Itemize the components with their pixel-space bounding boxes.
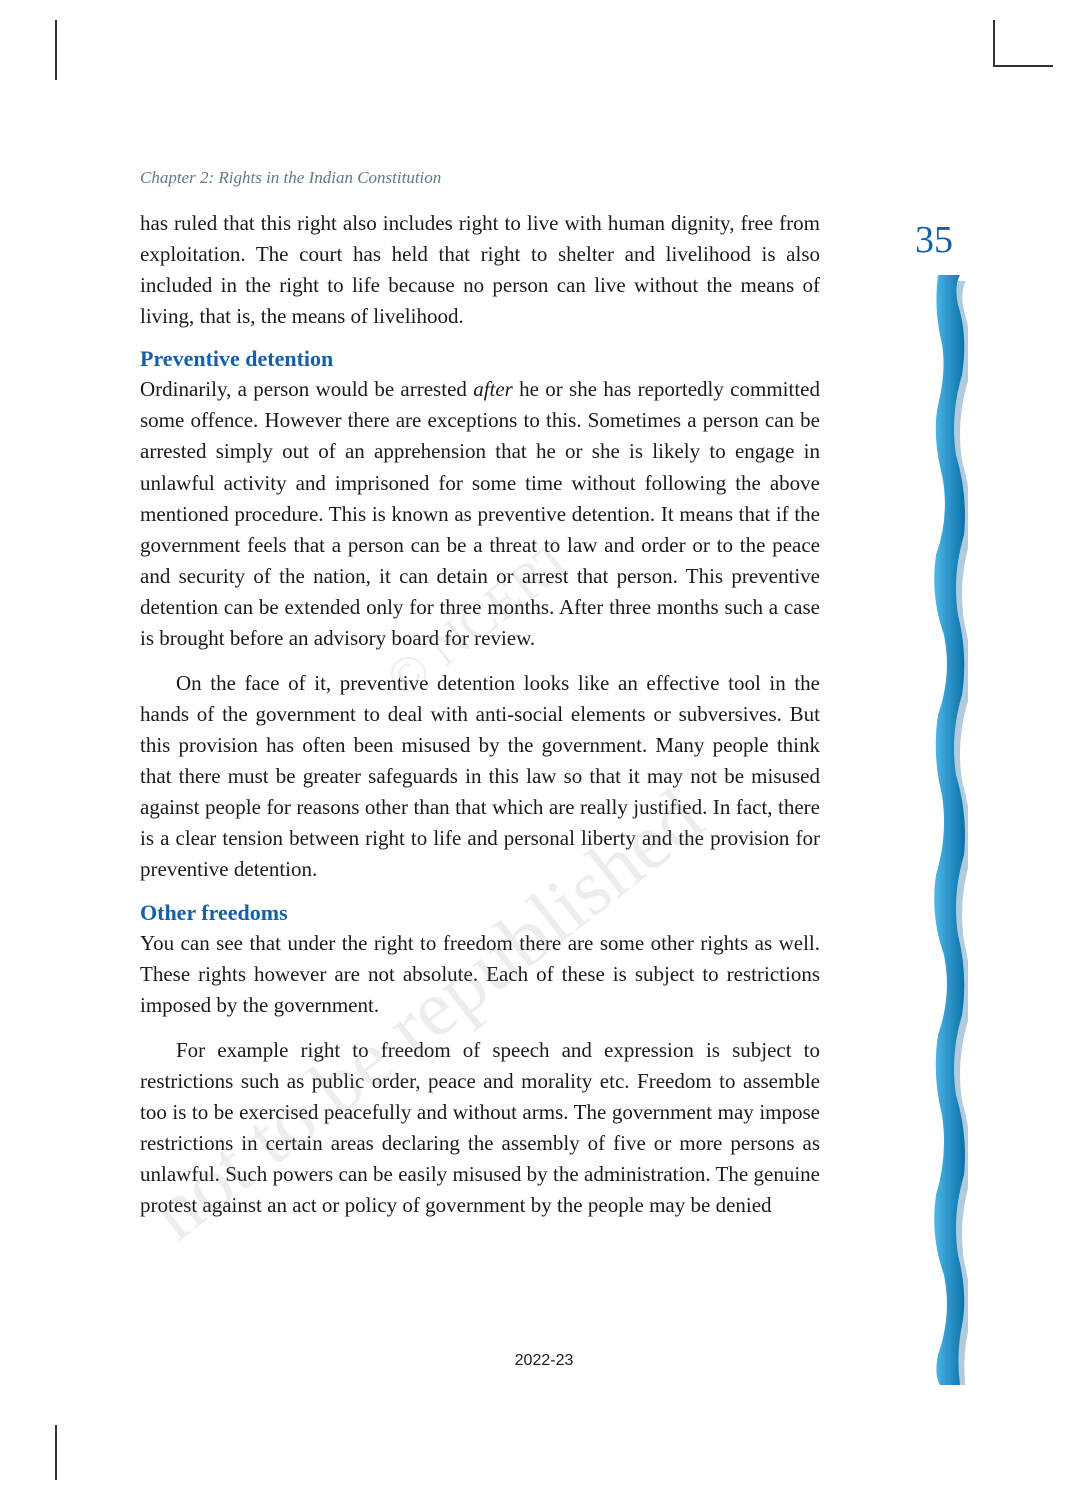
body-paragraph: For example right to freedom of speech a…	[140, 1035, 820, 1221]
footer-year: 2022-23	[0, 1352, 1088, 1370]
body-paragraph: You can see that under the right to free…	[140, 928, 820, 1021]
chapter-header: Chapter 2: Rights in the Indian Constitu…	[140, 168, 441, 188]
content-area: has ruled that this right also includes …	[140, 208, 820, 1235]
crop-mark	[55, 1425, 57, 1480]
crop-mark	[993, 20, 995, 65]
page-number: 35	[915, 218, 953, 262]
text-span: Ordinarily, a person would be arrested	[140, 377, 473, 401]
intro-paragraph: has ruled that this right also includes …	[140, 208, 820, 332]
text-span: he or she has reportedly committed some …	[140, 377, 820, 650]
body-paragraph: Ordinarily, a person would be arrested a…	[140, 374, 820, 654]
body-paragraph: On the face of it, preventive detention …	[140, 668, 820, 886]
section-heading-other-freedoms: Other freedoms	[140, 900, 820, 926]
crop-mark	[55, 20, 57, 80]
crop-mark	[993, 65, 1053, 67]
side-ribbon-decoration	[930, 275, 968, 1385]
italic-text: after	[473, 377, 513, 401]
section-heading-preventive-detention: Preventive detention	[140, 346, 820, 372]
